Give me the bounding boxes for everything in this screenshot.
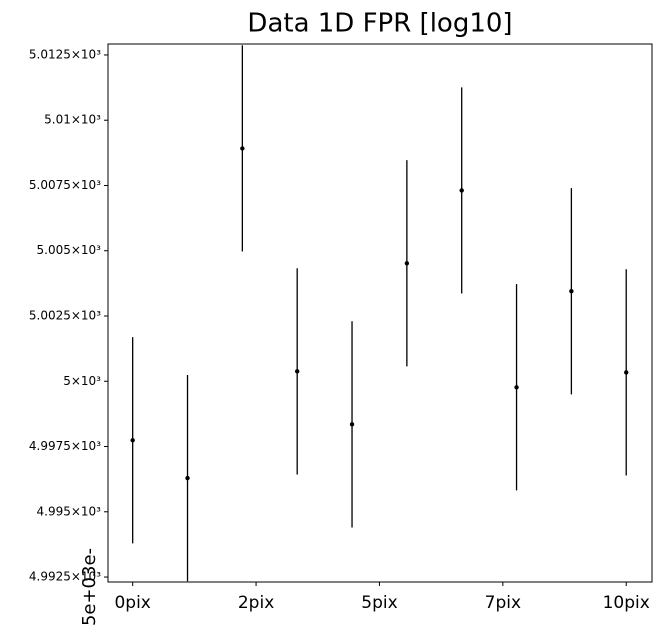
data-point xyxy=(624,370,629,375)
x-tick-label: 7pix xyxy=(485,593,521,613)
y-tick-label: 4.995×10³ xyxy=(37,504,102,518)
data-point xyxy=(349,422,355,427)
y-tick-label: 5.0025×10³ xyxy=(29,309,101,323)
x-tick-label: 2pix xyxy=(238,593,274,613)
y-tick-label: 5.01×10³ xyxy=(44,113,101,127)
data-point xyxy=(185,475,190,481)
x-tick-label: 5pix xyxy=(361,593,397,613)
axes-frame xyxy=(107,43,653,583)
data-point xyxy=(294,369,300,374)
data-point xyxy=(514,385,519,390)
plot-area xyxy=(130,45,629,582)
data-point xyxy=(459,188,464,193)
data-point xyxy=(130,438,135,443)
data-point xyxy=(240,146,245,151)
x-tick-label: 10pix xyxy=(603,593,650,613)
data-point xyxy=(404,261,410,266)
y-tick-label: 5.0075×10³ xyxy=(29,178,101,192)
y-axis-label: 5e+03e- xyxy=(79,548,100,626)
x-tick-label: 0pix xyxy=(114,593,150,613)
y-tick-label: 5×10³ xyxy=(63,374,101,388)
data-point xyxy=(569,289,574,294)
y-tick-label: 4.9925×10³ xyxy=(29,570,101,584)
y-tick-label: 4.9975×10³ xyxy=(29,439,101,453)
y-tick-label: 5.0125×10³ xyxy=(29,47,101,61)
y-tick-label: 5.005×10³ xyxy=(37,243,102,257)
chart-title: Data 1D FPR [log10] xyxy=(247,9,512,39)
